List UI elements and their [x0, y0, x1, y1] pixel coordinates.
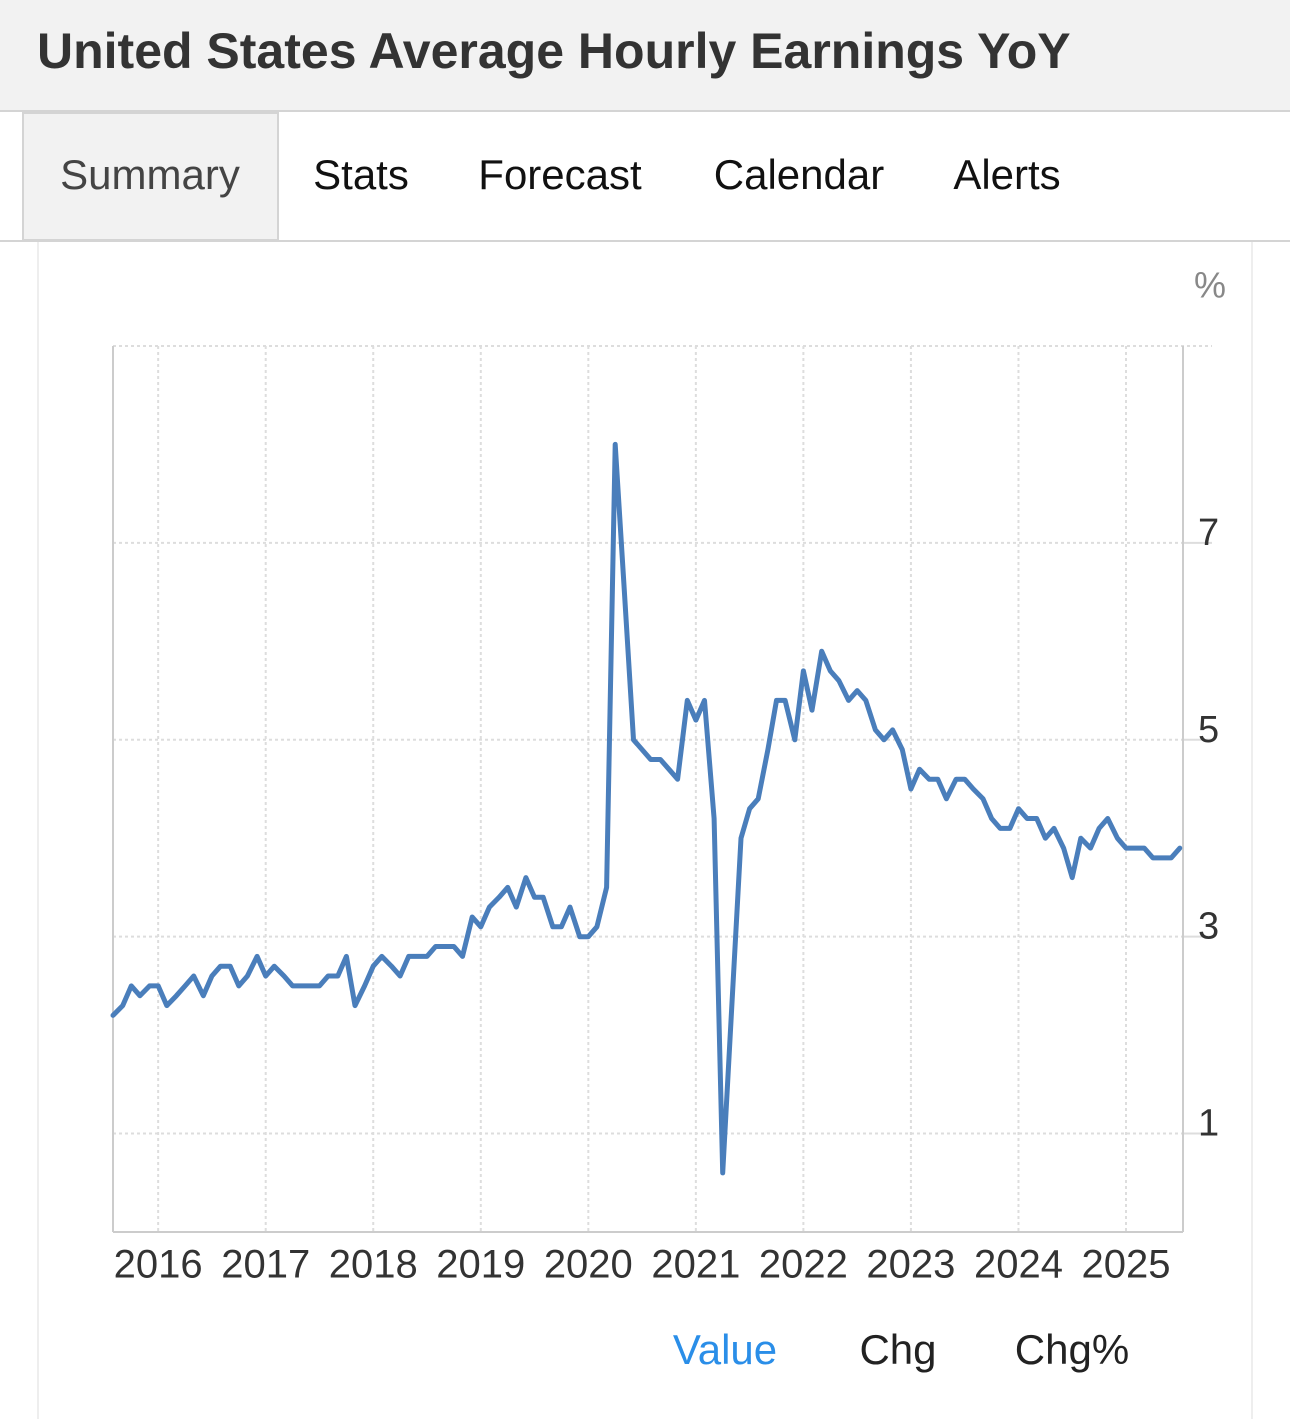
y-tick-label: 7	[1198, 512, 1219, 554]
x-tick-label: 2019	[436, 1243, 525, 1287]
data-line	[110, 441, 1183, 1176]
tab[interactable]: Stats	[313, 151, 409, 198]
active-tab-bg	[22, 112, 279, 241]
x-tick-label: 2023	[866, 1243, 955, 1287]
x-tick-label: 2016	[114, 1243, 203, 1287]
unit-label: %	[1194, 265, 1226, 306]
y-tick-label: 1	[1198, 1103, 1219, 1145]
x-tick-label: 2018	[329, 1243, 418, 1287]
tab[interactable]: Alerts	[953, 151, 1060, 198]
y-tick-label: 3	[1198, 906, 1219, 948]
header-bg	[0, 0, 1290, 110]
tab[interactable]: Forecast	[478, 151, 642, 198]
x-tick-label: 2022	[759, 1243, 848, 1287]
view-button[interactable]: Value	[673, 1326, 777, 1373]
y-tick-label: 5	[1198, 709, 1219, 751]
view-button[interactable]: Chg	[859, 1326, 936, 1373]
x-tick-label: 2020	[544, 1243, 633, 1287]
view-button[interactable]: Chg%	[1015, 1326, 1129, 1373]
x-tick-label: 2017	[221, 1243, 310, 1287]
tab[interactable]: Calendar	[714, 151, 884, 198]
x-tick-label: 2024	[974, 1243, 1063, 1287]
page-title: United States Average Hourly Earnings Yo…	[37, 23, 1071, 79]
x-tick-label: 2025	[1082, 1243, 1171, 1287]
x-tick-label: 2021	[651, 1243, 740, 1287]
tab[interactable]: Summary	[60, 151, 240, 198]
